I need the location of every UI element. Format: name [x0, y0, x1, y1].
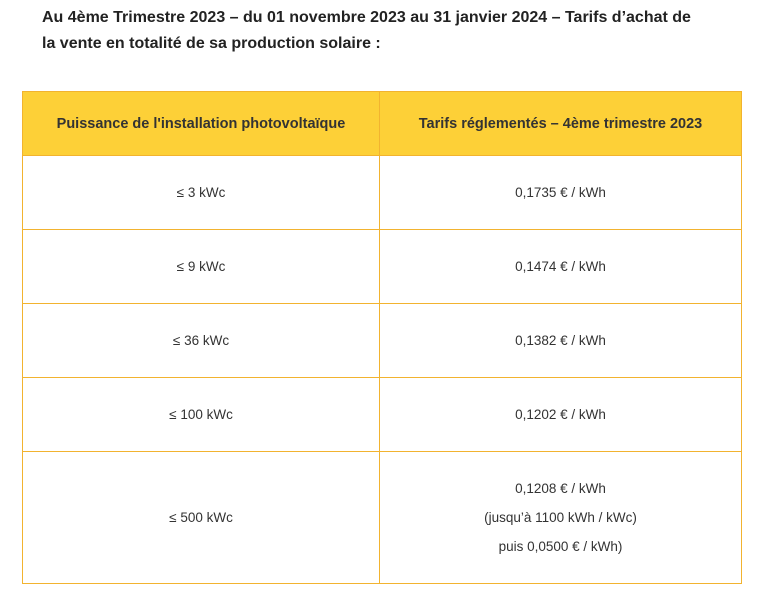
table-row: ≤ 100 kWc 0,1202 € / kWh: [22, 377, 742, 452]
tariff-table: Puissance de l'installation photovoltaïq…: [22, 91, 742, 584]
tariff-value: 0,1474 € / kWh: [515, 259, 606, 274]
power-cell: ≤ 3 kWc: [22, 155, 380, 230]
table-row: ≤ 500 kWc 0,1208 € / kWh (jusqu’à 1100 k…: [22, 451, 742, 584]
table-header-row: Puissance de l'installation photovoltaïq…: [22, 91, 742, 156]
tariff-note: (jusqu’à 1100 kWh / kWc): [484, 510, 637, 525]
column-header-tariff: Tarifs réglementés – 4ème trimestre 2023: [379, 91, 742, 156]
tariff-value: 0,1735 € / kWh: [515, 185, 606, 200]
power-cell: ≤ 100 kWc: [22, 377, 380, 452]
section-heading-line-2: la vente en totalité de sa production so…: [42, 35, 381, 52]
power-cell: ≤ 9 kWc: [22, 229, 380, 304]
tariff-value: 0,1382 € / kWh: [515, 333, 606, 348]
tariff-cell: 0,1382 € / kWh: [379, 303, 742, 378]
tariff-cell: 0,1735 € / kWh: [379, 155, 742, 230]
power-cell: ≤ 500 kWc: [22, 451, 380, 584]
column-header-power: Puissance de l'installation photovoltaïq…: [22, 91, 380, 156]
table-row: ≤ 9 kWc 0,1474 € / kWh: [22, 229, 742, 304]
section-heading: Au 4ème Trimestre 2023 – du 01 novembre …: [42, 5, 742, 57]
table-row: ≤ 36 kWc 0,1382 € / kWh: [22, 303, 742, 378]
tariff-cell: 0,1474 € / kWh: [379, 229, 742, 304]
power-cell: ≤ 36 kWc: [22, 303, 380, 378]
tariff-cell: 0,1202 € / kWh: [379, 377, 742, 452]
tariff-cell: 0,1208 € / kWh (jusqu’à 1100 kWh / kWc) …: [379, 451, 742, 584]
section-heading-line-1: Au 4ème Trimestre 2023 – du 01 novembre …: [42, 9, 691, 26]
tariff-value: 0,1208 € / kWh: [515, 481, 606, 496]
tariff-note: puis 0,0500 € / kWh): [498, 539, 623, 554]
tariff-value: 0,1202 € / kWh: [515, 407, 606, 422]
table-row: ≤ 3 kWc 0,1735 € / kWh: [22, 155, 742, 230]
